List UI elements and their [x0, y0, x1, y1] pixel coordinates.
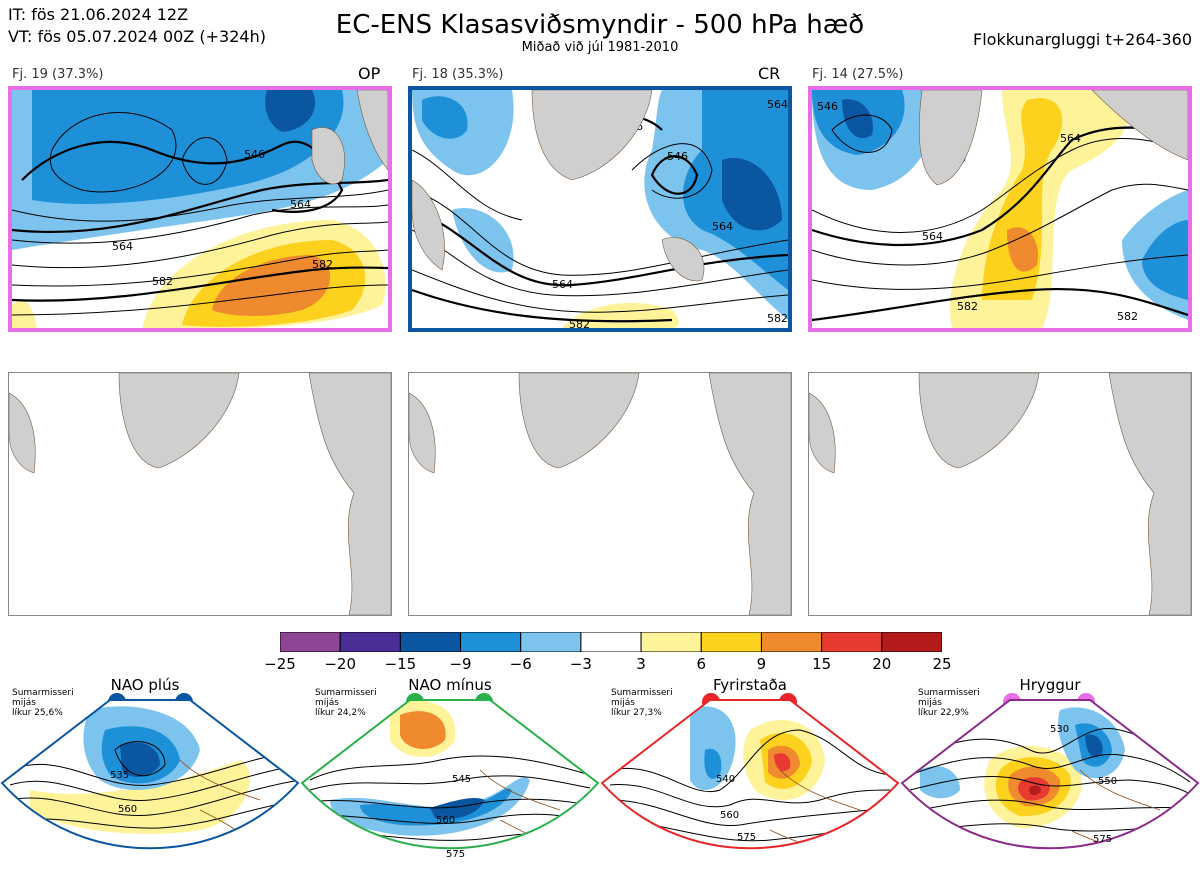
regime-2-info: Sumarmisseri mijás líkur 24,2% — [315, 688, 377, 718]
cluster-2-label: Fj. 18 (35.3%) — [412, 67, 504, 82]
colorbar-swatch — [700, 631, 762, 653]
cluster-3-contour-582b: 582 — [1117, 310, 1138, 323]
regime-3-info: Sumarmisseri mijás líkur 27,3% — [611, 688, 673, 718]
cluster-2-map: 546 564 564 546 564 582 582 — [408, 86, 792, 332]
regime-2-season: Sumarmisseri — [315, 688, 377, 698]
colorbar-swatch — [580, 631, 642, 653]
regime-4-prob: líkur 22,9% — [918, 708, 969, 718]
init-time: IT: fös 21.06.2024 12Z — [8, 5, 189, 24]
page-title: EC-ENS Klasasviðsmyndir - 500 hPa hæð — [335, 10, 865, 40]
colorbar-swatch — [399, 631, 462, 653]
regime-4-name: Hryggur — [1019, 676, 1081, 694]
cluster-1-contour-582a: 582 — [312, 258, 333, 271]
cluster-1-contour-582b: 582 — [152, 275, 173, 288]
colorbar-swatch — [279, 631, 341, 653]
colorbar-swatch — [821, 631, 883, 653]
cluster-1-contour-564a: 564 — [290, 198, 311, 211]
regime-4-contour-530: 530 — [1050, 724, 1069, 735]
colorbar-swatch — [460, 631, 522, 653]
cluster-1-contour-546: 546 — [244, 148, 265, 161]
cluster-2-contour-564a: 564 — [712, 220, 733, 233]
colorbar-tick-label: 3 — [636, 655, 646, 673]
regime-3-map — [602, 700, 898, 849]
cluster-2-contour-564b: 564 — [552, 278, 573, 291]
regime-2-name: NAO mínus — [408, 676, 492, 694]
colorbar-tick-label: −15 — [384, 655, 417, 673]
colorbar-tick-label: −25 — [264, 655, 296, 673]
regime-1-frame — [0, 699, 300, 850]
cluster-1-label: Fj. 19 (37.3%) — [12, 67, 104, 82]
regime-1-freq: mijás — [12, 698, 36, 708]
cluster-2-contour-546b: 546 — [667, 150, 688, 163]
regime-4-freq: mijás — [918, 698, 942, 708]
cluster-1-code: OP — [358, 64, 381, 83]
cluster-3-label: Fj. 14 (27.5%) — [812, 67, 904, 82]
colorbar-swatch — [760, 631, 823, 653]
regime-3-contour-560: 560 — [720, 810, 739, 821]
colorbar — [279, 631, 943, 653]
regime-2-contour-575: 575 — [446, 849, 465, 860]
colorbar-swatch — [881, 631, 943, 653]
colorbar-tick-label: 15 — [812, 655, 832, 673]
colorbar-swatch — [640, 631, 702, 653]
regime-4-season: Sumarmisseri — [918, 688, 980, 698]
regime-3-contour-540: 540 — [716, 774, 735, 785]
cluster-1-map: 546 564 564 582 582 — [8, 86, 392, 332]
cluster-2-contour-582b: 582 — [767, 312, 788, 325]
regime-3-name: Fyrirstaða — [713, 676, 787, 694]
regime-maps: 535 560 545 560 575 540 560 575 530 550 … — [0, 690, 1200, 871]
regime-1-contour-560: 560 — [118, 804, 137, 815]
colorbar-tick-label: −3 — [569, 655, 592, 673]
regime-1-info: Sumarmisseri mijás líkur 25,6% — [12, 688, 74, 718]
regime-1-contour-535: 535 — [110, 770, 129, 781]
regime-3-season: Sumarmisseri — [611, 688, 673, 698]
regime-4-contour-575: 575 — [1093, 834, 1112, 845]
colorbar-swatch — [339, 631, 401, 653]
run-info: IT: fös 21.06.2024 12Z VT: fös 05.07.202… — [8, 4, 266, 48]
regime-2-prob: líkur 24,2% — [315, 708, 366, 718]
cluster-2-contour-564c: 564 — [767, 98, 788, 111]
empty-map-1 — [8, 372, 392, 616]
cluster-3-contour-564a: 564 — [1060, 132, 1081, 145]
regime-2-map — [302, 700, 598, 849]
regime-2-freq: mijás — [315, 698, 339, 708]
regime-3-contour-575: 575 — [737, 832, 756, 843]
regime-2-frame — [300, 699, 600, 850]
regime-3-prob: líkur 27,3% — [611, 708, 662, 718]
empty-map-3 — [808, 372, 1192, 616]
page-subtitle: Miðað við júl 1981-2010 — [521, 40, 679, 55]
cluster-3-map: 546 564 564 582 582 — [808, 86, 1192, 332]
cluster-1-contour-564b: 564 — [112, 240, 133, 253]
colorbar-tick-label: 6 — [696, 655, 707, 673]
colorbar-tick-label: −9 — [449, 655, 472, 673]
regime-4-map — [902, 700, 1198, 849]
regime-1-prob: líkur 25,6% — [12, 708, 63, 718]
colorbar-tick-label: 20 — [872, 655, 892, 673]
valid-time: VT: fös 05.07.2024 00Z (+324h) — [8, 27, 266, 46]
colorbar-tick-label: −6 — [509, 655, 532, 673]
colorbar-tick-label: −20 — [324, 655, 356, 673]
cluster-2-code: CR — [758, 64, 781, 83]
regime-1-season: Sumarmisseri — [12, 688, 74, 698]
cluster-3-contour-564b: 564 — [922, 230, 943, 243]
cluster-3-contour-546: 546 — [817, 100, 838, 113]
classification-window: Flokkunargluggi t+264-360 — [973, 30, 1192, 49]
regime-1-map — [2, 700, 298, 849]
cluster-3-contour-582a: 582 — [957, 300, 978, 313]
regime-4-frame — [900, 699, 1200, 850]
empty-map-2 — [408, 372, 792, 616]
colorbar-tick-label: 25 — [932, 655, 952, 673]
regime-3-frame — [600, 699, 900, 850]
colorbar-swatch — [520, 631, 582, 653]
regime-4-info: Sumarmisseri mijás líkur 22,9% — [918, 688, 980, 718]
regime-2-contour-560: 560 — [436, 815, 455, 826]
colorbar-tick-label: 9 — [756, 655, 767, 673]
regime-4-contour-550: 550 — [1098, 776, 1117, 787]
regime-2-contour-545: 545 — [452, 774, 471, 785]
regime-3-freq: mijás — [611, 698, 635, 708]
regime-1-name: NAO plús — [110, 676, 180, 694]
cluster-2-contour-582a: 582 — [569, 318, 590, 328]
